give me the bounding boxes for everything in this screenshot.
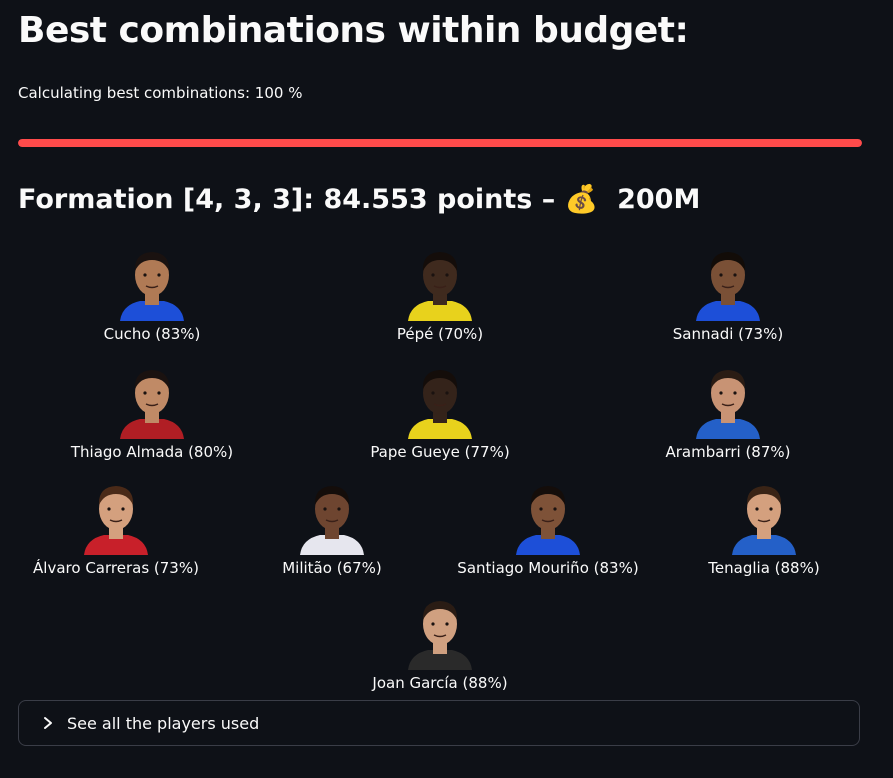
player-card: Cucho (83%) [47, 241, 257, 343]
player-photo [408, 370, 472, 439]
player-name: Pape Gueye (77%) [370, 443, 510, 461]
see-all-players-expander[interactable]: See all the players used [18, 700, 860, 746]
formation-heading: Formation [4, 3, 3]: 84.553 points – 💰 2… [18, 183, 700, 215]
player-name: Tenaglia (88%) [708, 559, 820, 577]
formation-budget: 200M [617, 184, 701, 215]
player-card: Militão (67%) [227, 475, 437, 577]
player-photo [732, 486, 796, 555]
player-photo [696, 252, 760, 321]
player-card: Santiago Mouriño (83%) [443, 475, 653, 577]
player-photo [696, 370, 760, 439]
player-name: Joan García (88%) [372, 674, 508, 692]
player-name: Militão (67%) [282, 559, 382, 577]
player-card: Joan García (88%) [335, 590, 545, 692]
player-photo [408, 252, 472, 321]
player-card: Álvaro Carreras (73%) [11, 475, 221, 577]
player-name: Thiago Almada (80%) [70, 443, 234, 461]
expander-label: See all the players used [67, 714, 260, 733]
player-name: Santiago Mouriño (83%) [457, 559, 639, 577]
player-card: Arambarri (87%) [623, 359, 833, 461]
player-name: Arambarri (87%) [665, 443, 791, 461]
money-bag-icon: 💰 [564, 184, 599, 215]
player-name: Pépé (70%) [396, 325, 484, 343]
player-card: Pape Gueye (77%) [335, 359, 545, 461]
player-card: Pépé (70%) [335, 241, 545, 343]
player-photo [300, 486, 364, 555]
progress-bar-fill [18, 139, 862, 147]
player-card: Sannadi (73%) [623, 241, 833, 343]
player-photo [84, 486, 148, 555]
progress-bar [18, 139, 862, 147]
formation-label: Formation [4, 3, 3]: 84.553 points – [18, 184, 565, 215]
player-photo [516, 486, 580, 555]
player-card: Tenaglia (88%) [659, 475, 869, 577]
progress-status-text: Calculating best combinations: 100 % [18, 84, 303, 102]
player-name: Sannadi (73%) [672, 325, 784, 343]
player-name: Álvaro Carreras (73%) [33, 559, 199, 577]
player-photo [120, 370, 184, 439]
player-card: Thiago Almada (80%) [47, 359, 257, 461]
page-title: Best combinations within budget: [18, 10, 689, 51]
player-photo [408, 601, 472, 670]
player-name: Cucho (83%) [103, 325, 201, 343]
chevron-right-icon [44, 717, 52, 729]
player-photo [120, 252, 184, 321]
